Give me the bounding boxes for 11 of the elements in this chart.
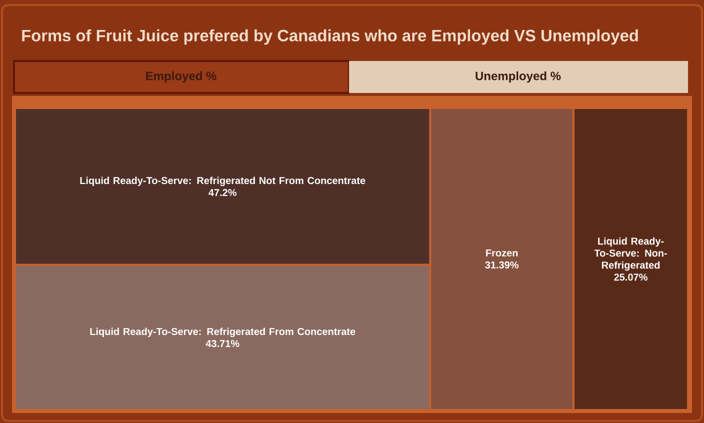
data-label: 25.07% — [614, 274, 648, 281]
data-label: 43.71% — [206, 340, 240, 348]
text: Forms of Fruit Juice prefered by Canadians who are Employed VS Unemployed — [22, 29, 638, 45]
category-label: Frozen — [486, 250, 518, 256]
category-label: Liquid Ready-To-Serve: Non-Refrigerated — [594, 237, 667, 271]
text: Employed % — [146, 71, 216, 83]
category-label: Liquid Ready-To-Serve: Refrigerated Not From Concentrate — [80, 176, 366, 186]
text: Unemployed % — [476, 71, 561, 83]
category-label: Liquid Ready-To-Serve: Refrigerated From Concentrate — [90, 328, 356, 338]
data-label: 47.2% — [208, 188, 236, 196]
data-label: 31.39% — [485, 261, 519, 269]
